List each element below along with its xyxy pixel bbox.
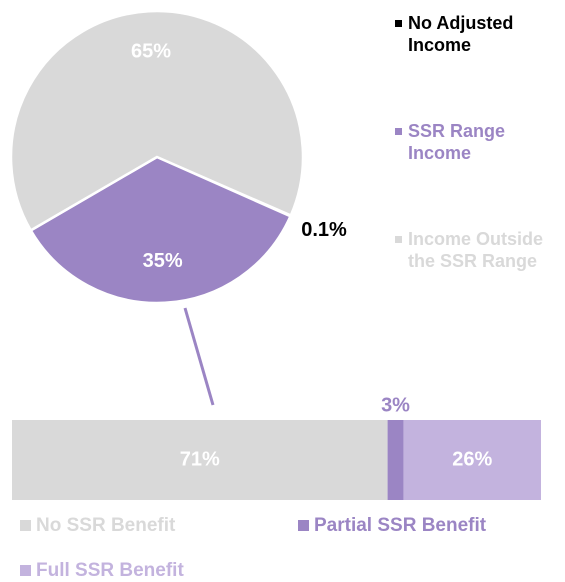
slice-label: 0.1%	[301, 219, 347, 241]
legend-item: SSR Range Income	[395, 120, 545, 164]
bar-segment	[403, 420, 541, 500]
legend-swatch	[395, 236, 402, 243]
legend-item: No Adjusted Income	[395, 12, 545, 56]
slice-label: 65%	[131, 40, 171, 62]
bar-label: 26%	[452, 448, 492, 470]
bar-label: 71%	[180, 448, 220, 470]
legend-swatch	[298, 520, 309, 531]
legend-swatch	[395, 128, 402, 135]
legend-item: Full SSR Benefit	[20, 560, 184, 582]
legend-label: SSR Range Income	[408, 121, 506, 163]
legend-item: No SSR Benefit	[20, 515, 175, 537]
legend-item: Partial SSR Benefit	[298, 515, 486, 537]
bar-segment	[12, 420, 388, 500]
legend-swatch	[395, 20, 402, 27]
legend-label: Partial SSR Benefit	[314, 515, 487, 536]
pie-slice	[9, 9, 305, 233]
legend-swatch	[20, 520, 31, 531]
legend-label: Full SSR Benefit	[36, 560, 184, 581]
bar-label: 3%	[381, 394, 410, 416]
legend-swatch	[20, 565, 31, 576]
legend-label: No SSR Benefit	[36, 515, 176, 536]
slice-label: 35%	[143, 250, 183, 272]
legend-label: Income Outside the SSR Range	[408, 229, 544, 271]
connector	[183, 307, 215, 406]
legend-label: No Adjusted Income	[408, 13, 514, 55]
bar-segment	[387, 420, 404, 500]
legend-item: Income Outside the SSR Range	[395, 228, 545, 272]
